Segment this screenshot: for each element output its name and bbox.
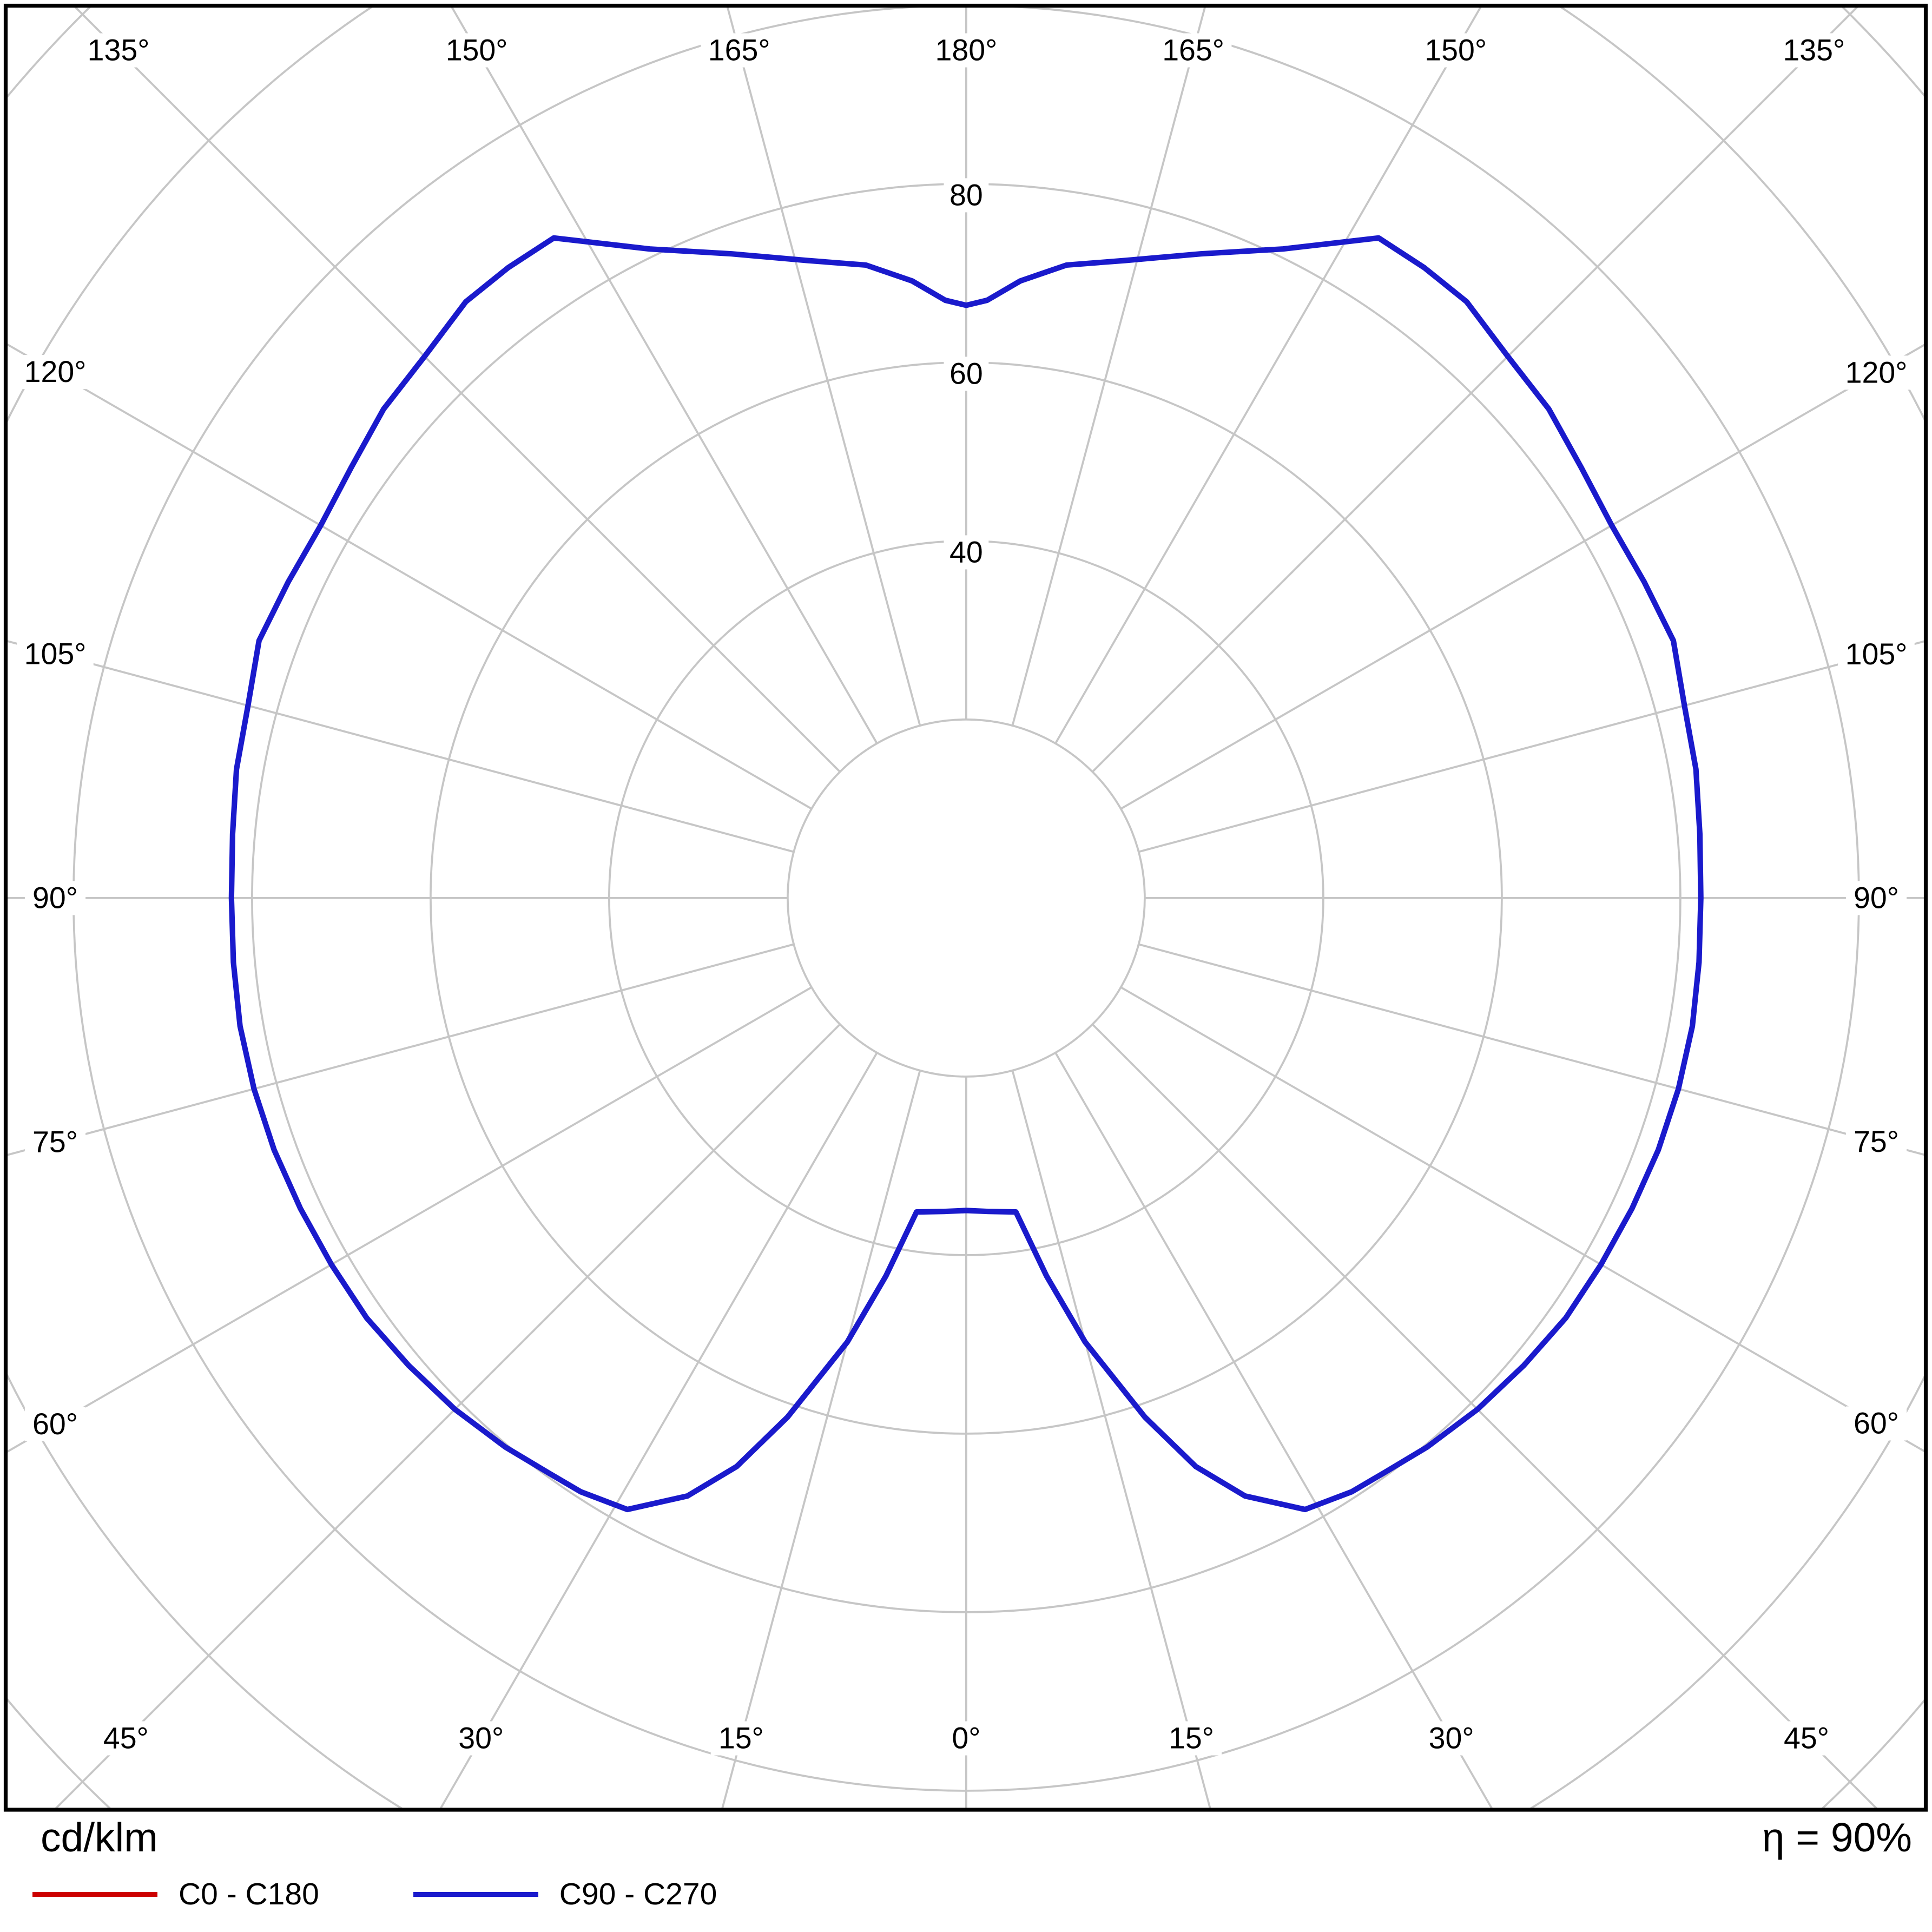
grid-spoke-165-left [726,5,921,726]
angle-label-150-left: 150° [446,34,508,67]
efficiency-label: η = 90% [1762,1815,1912,1860]
angle-label-15-right: 15° [1169,1722,1214,1755]
angle-label-15-left-bg [710,1721,772,1756]
r-label-80: 80 [949,179,983,212]
grid-spoke-15-right [1011,1070,1212,1810]
grid-spoke-15-left [721,1070,921,1810]
angle-label-135-right-bg [1776,33,1852,68]
angle-label-30-right-bg [1421,1721,1482,1756]
angle-label-30-left: 30° [458,1722,504,1755]
legend: C0 - C180 C90 - C270 [32,1876,717,1912]
angle-label-90-right: 90° [1854,881,1899,915]
grid-spoke-120-right [1120,342,1926,810]
legend-line-c0-c180-icon [32,1891,157,1897]
angle-label-120-left-bg [17,355,94,390]
legend-label-c90-c270: C90 - C270 [559,1877,717,1911]
grid-spoke-45-right [1091,1023,1880,1810]
angle-label-150-right: 150° [1425,34,1487,67]
r-label-40: 40 [949,536,983,569]
curve-c90-c270 [228,235,1704,1513]
angle-label-45-right: 45° [1784,1722,1829,1755]
angle-label-45-right-bg [1776,1721,1837,1756]
angle-label-90-left-bg [24,881,86,915]
angle-label-120-right-bg [1838,355,1915,390]
angle-label-180-right: 180° [935,34,998,67]
unit-label: cd/klm [41,1815,158,1860]
angle-label-105-left: 105° [24,637,87,670]
angle-label-105-right-bg [1838,637,1915,671]
grid-spoke-105-right [1138,639,1926,853]
legend-label-c0-c180: C0 - C180 [179,1877,319,1911]
grid-spoke-150-right [1054,5,1483,744]
grid-spoke-60-right [1120,986,1926,1454]
angle-label-150-left-bg [438,33,515,68]
r-label-40-bg [944,535,989,570]
angle-label-135-left: 135° [88,34,150,67]
curves [228,235,1704,1513]
angle-label-165-left-bg [701,33,778,68]
grid-spoke-30-left [438,1052,878,1810]
grid-circle-20 [787,718,1146,1078]
angle-label-60-right-bg [1845,1406,1907,1441]
grid-spoke-120-left [5,342,812,810]
angle-label-15-right-bg [1160,1721,1222,1756]
angle-label-0-right-bg [944,1721,989,1756]
angle-label-45-left: 45° [103,1722,149,1755]
angle-label-75-right-bg [1845,1125,1907,1159]
angle-label-60-right: 60° [1854,1407,1899,1440]
legend-item-c90-c270: C90 - C270 [413,1876,717,1912]
angle-label-105-right: 105° [1845,637,1908,671]
angle-label-135-right: 135° [1783,34,1845,67]
angle-label-45-left-bg [95,1721,156,1756]
angle-label-0-right: 0° [952,1722,980,1755]
angle-label-150-right-bg [1417,33,1494,68]
angle-label-15-left: 15° [718,1722,764,1755]
angle-label-120-right: 120° [1845,355,1908,389]
angle-label-75-right: 75° [1854,1125,1899,1158]
angle-label-165-right-bg [1155,33,1232,68]
angle-label-165-left: 165° [708,34,770,67]
r-label-60: 60 [949,357,983,391]
angle-label-120-left: 120° [24,355,87,388]
r-label-80-bg [944,178,989,213]
r-label-60-bg [944,357,989,391]
grid-spoke-165-right [1011,5,1206,726]
angle-label-60-left-bg [24,1407,86,1441]
angle-label-135-left-bg [80,33,157,68]
axis-labels: 0° 15° 15° 30° 30° 45° 45° 60° 60° 75° 75° 90° 90° 10… [17,33,1915,1756]
grid-spoke-135-right [1091,5,1860,773]
angle-label-30-right: 30° [1429,1722,1474,1755]
grid-spoke-30-right [1054,1052,1494,1810]
plot-frame [3,3,1928,1812]
legend-item-c0-c180: C0 - C180 [32,1876,319,1912]
angle-label-60-left: 60° [32,1407,78,1441]
angle-label-165-right: 165° [1162,34,1224,67]
angle-label-30-left-bg [451,1721,512,1756]
grid-spoke-75-right [1138,943,1926,1157]
angle-label-180-right-bg [928,33,1005,68]
grid-spoke-150-left [450,5,878,744]
angle-label-75-left: 75° [32,1125,78,1159]
angle-label-90-right-bg [1845,881,1907,915]
angle-label-105-left-bg [17,637,94,671]
legend-line-c90-c270-icon [413,1891,538,1897]
grid-spoke-105-left [5,639,794,853]
grid-spoke-45-left [53,1023,841,1810]
angle-label-75-left-bg [24,1125,86,1159]
grid-spoke-75-left [5,943,794,1157]
grid-spoke-60-left [5,986,812,1454]
angle-label-90-left: 90° [32,881,78,915]
grid-spoke-135-left [72,5,841,773]
